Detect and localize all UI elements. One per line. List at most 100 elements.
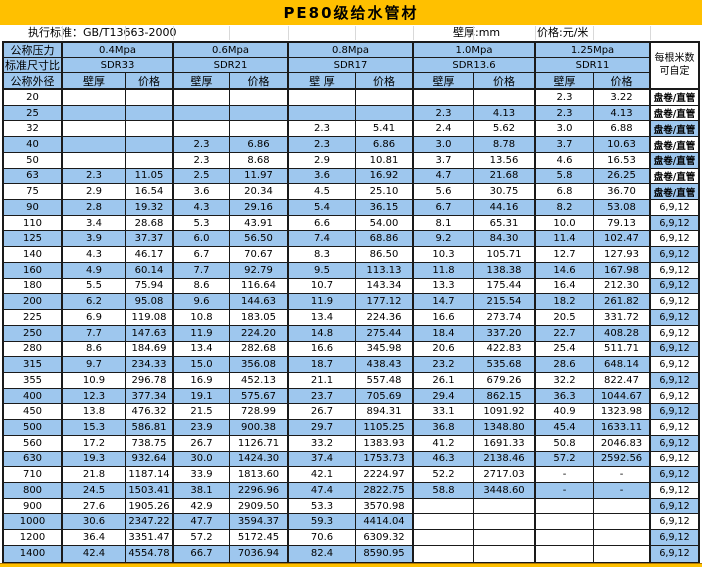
price-cell [126, 121, 174, 137]
note-cell: 6,9,12 [651, 278, 698, 294]
price-cell: 65.31 [474, 215, 536, 231]
price-cell: 3351.47 [126, 530, 174, 545]
wall-cell [414, 514, 474, 530]
price-cell: 6.88 [594, 121, 651, 137]
wall-cell: 82.4 [289, 545, 356, 562]
price-cell: 2717.03 [474, 467, 536, 482]
price-cell [594, 514, 651, 530]
wall-cell: 2.3 [289, 137, 356, 152]
price-cell: 337.20 [474, 325, 536, 341]
price-cell: 19.32 [126, 200, 174, 215]
wall-cell [174, 105, 230, 121]
price-cell: 511.71 [594, 341, 651, 357]
gridline [413, 26, 414, 40]
price-cell: - [594, 467, 651, 482]
wall-cell: 7.7 [174, 262, 230, 278]
price-cell: 4414.04 [356, 514, 414, 530]
wall-cell: 42.9 [174, 498, 230, 514]
table-row: 450 13.8 476.32 21.5 728.99 26.7 894.31 33.1 109… [4, 404, 698, 421]
table-row: 710 21.8 1187.14 33.9 1813.60 42.1 2224.97 52.2… [4, 467, 698, 483]
wall-cell: 8.6 [174, 278, 230, 294]
price-header-cell: 价格 [356, 73, 414, 88]
gridline [355, 26, 356, 40]
header-row-columns: 公称外径 壁厚 价格 壁厚 价格 壁 厚 价格 壁厚 价格 壁厚 价格 [4, 73, 698, 90]
wall-cell: 11.9 [289, 294, 356, 310]
diameter-cell: 25 [4, 105, 63, 121]
price-cell: 86.50 [356, 247, 414, 262]
wall-cell: 15.0 [174, 357, 230, 372]
wall-cell: 66.7 [174, 545, 230, 562]
note-cell: 6,9,12 [651, 404, 698, 420]
table-row: 40 2.3 6.86 2.3 6.86 3.0 8.78 3.7 10.63 盘卷/直管 [4, 137, 698, 153]
price-cell: 679.26 [474, 372, 536, 388]
wall-cell: 45.4 [536, 420, 594, 435]
price-cell: 212.30 [594, 278, 651, 294]
price-cell: - [594, 482, 651, 498]
price-cell: 119.08 [126, 310, 174, 325]
price-cell: 3570.98 [356, 498, 414, 514]
sdr-header-cell: SDR17 [289, 58, 414, 72]
table-row: 1000 30.6 2347.22 47.7 3594.37 59.3 4414.04 6,9… [4, 514, 698, 531]
price-cell: 60.14 [126, 262, 174, 278]
table-row: 1200 36.4 3351.47 57.2 5172.45 70.6 6309.32 6,9… [4, 530, 698, 546]
price-cell: 2347.22 [126, 514, 174, 530]
diameter-cell: 90 [4, 200, 63, 215]
price-cell: 894.31 [356, 404, 414, 420]
length-note-header: 每根米数 可自定 [649, 43, 698, 90]
diameter-cell: 50 [4, 152, 63, 168]
diameter-cell: 900 [4, 498, 63, 514]
note-cell: 6,9,12 [651, 420, 698, 435]
price-cell: 1126.71 [230, 435, 289, 451]
wall-cell: 41.2 [414, 435, 474, 451]
price-cell: 184.69 [126, 341, 174, 357]
wall-cell: 5.8 [536, 168, 594, 184]
price-cell: 5.41 [356, 121, 414, 137]
gridline [593, 26, 594, 40]
price-cell: 273.74 [474, 310, 536, 325]
price-cell: 37.37 [126, 231, 174, 247]
price-cell [230, 90, 289, 105]
price-cell: 1348.80 [474, 420, 536, 435]
note-cell: 6,9,12 [651, 372, 698, 388]
wall-cell: 33.2 [289, 435, 356, 451]
wall-cell: 2.9 [289, 152, 356, 168]
wall-cell: 6.9 [63, 310, 126, 325]
standard-label: 执行标准：GB/T13663-2000 [28, 26, 177, 39]
wall-cell: 3.0 [414, 137, 474, 152]
wall-cell: 58.8 [414, 482, 474, 498]
price-cell: 331.72 [594, 310, 651, 325]
note-cell: 6,9,12 [651, 467, 698, 482]
wall-cell: 12.7 [536, 247, 594, 262]
price-cell: 296.78 [126, 372, 174, 388]
wall-cell: 14.8 [289, 325, 356, 341]
wall-cell: 26.1 [414, 372, 474, 388]
wall-cell: 8.6 [63, 341, 126, 357]
diameter-cell: 140 [4, 247, 63, 262]
wall-cell: 9.5 [289, 262, 356, 278]
price-cell [356, 105, 414, 121]
diameter-cell: 160 [4, 262, 63, 278]
wall-cell: 3.6 [289, 168, 356, 184]
wall-cell [174, 90, 230, 105]
price-cell: 1905.26 [126, 498, 174, 514]
table-row: 250 7.7 147.63 11.9 224.20 14.8 275.44 18.4 337.… [4, 325, 698, 342]
wall-cell: 11.4 [536, 231, 594, 247]
table-row: 900 27.6 1905.26 42.9 2909.50 53.3 3570.98 6,9,… [4, 498, 698, 515]
gridline [125, 26, 126, 40]
wall-cell: 16.6 [414, 310, 474, 325]
diameter-cell: 800 [4, 482, 63, 498]
table-row: 630 19.3 932.64 30.0 1424.30 37.4 1753.73 46.3 2… [4, 451, 698, 468]
price-cell: 68.86 [356, 231, 414, 247]
wall-cell: 26.7 [289, 404, 356, 420]
wall-cell: 29.4 [414, 388, 474, 404]
price-cell: 25.10 [356, 184, 414, 200]
note-cell: 6,9,12 [651, 325, 698, 341]
wall-cell: - [536, 482, 594, 498]
note-cell: 6,9,12 [651, 530, 698, 545]
length-note-line2: 可自定 [659, 65, 690, 77]
price-cell [594, 530, 651, 545]
gridline [535, 26, 536, 40]
diameter-cell: 200 [4, 294, 63, 310]
wall-cell: 30.0 [174, 451, 230, 467]
price-cell: 79.13 [594, 215, 651, 231]
